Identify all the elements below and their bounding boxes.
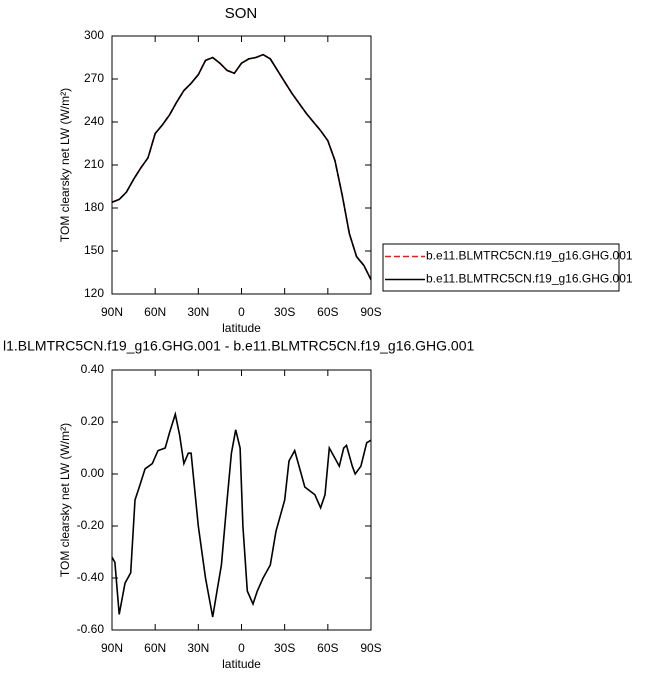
x-tick-label: 90S — [360, 641, 381, 655]
x-tick-label: 30N — [187, 305, 209, 319]
x-tick-label: 90N — [101, 305, 123, 319]
x-tick-label: 30S — [274, 641, 295, 655]
y-tick-label: -0.40 — [77, 570, 105, 584]
x-tick-label: 60N — [144, 641, 166, 655]
chart-title: SON — [225, 5, 258, 22]
y-tick-label: 210 — [84, 157, 104, 171]
y-tick-label: -0.20 — [77, 518, 105, 532]
y-tick-label: 0.20 — [81, 414, 105, 428]
plot-frame — [111, 35, 372, 295]
x-tick-label: 30S — [274, 305, 295, 319]
y-tick-label: 180 — [84, 200, 104, 214]
y-tick-label: 240 — [84, 114, 104, 128]
x-axis-label: latitude — [222, 321, 261, 335]
x-tick-label: 0 — [238, 305, 245, 319]
x-tick-label: 30N — [187, 641, 209, 655]
legend-label: b.e11.BLMTRC5CN.f19_g16.GHG.001 — [426, 249, 633, 263]
y-tick-label: 0.00 — [81, 466, 105, 480]
x-tick-label: 60S — [317, 641, 338, 655]
x-tick-label: 90N — [101, 641, 123, 655]
x-axis-label: latitude — [222, 657, 261, 671]
legend-label: b.e11.BLMTRC5CN.f19_g16.GHG.001 — [426, 272, 633, 286]
x-tick-label: 0 — [238, 641, 245, 655]
data-line — [111, 411, 372, 618]
x-tick-label: 90S — [360, 305, 381, 319]
y-tick-label: 270 — [84, 71, 104, 85]
y-tick-label: 120 — [84, 286, 104, 300]
y-tick-label: 300 — [84, 28, 104, 42]
x-tick-label: 60N — [144, 305, 166, 319]
data-line — [111, 53, 372, 281]
legend-box — [382, 243, 620, 292]
y-axis-label: TOM clearsky net LW (W/m²) — [58, 88, 72, 242]
y-tick-label: 0.40 — [81, 362, 105, 376]
chart-title: l1.BLMTRC5CN.f19_g16.GHG.001 - b.e11.BLM… — [3, 338, 475, 354]
data-line — [111, 53, 372, 281]
x-tick-label: 60S — [317, 305, 338, 319]
y-tick-label: 150 — [84, 243, 104, 257]
y-tick-label: -0.60 — [77, 622, 105, 636]
y-axis-label: TOM clearsky net LW (W/m²) — [58, 423, 72, 577]
